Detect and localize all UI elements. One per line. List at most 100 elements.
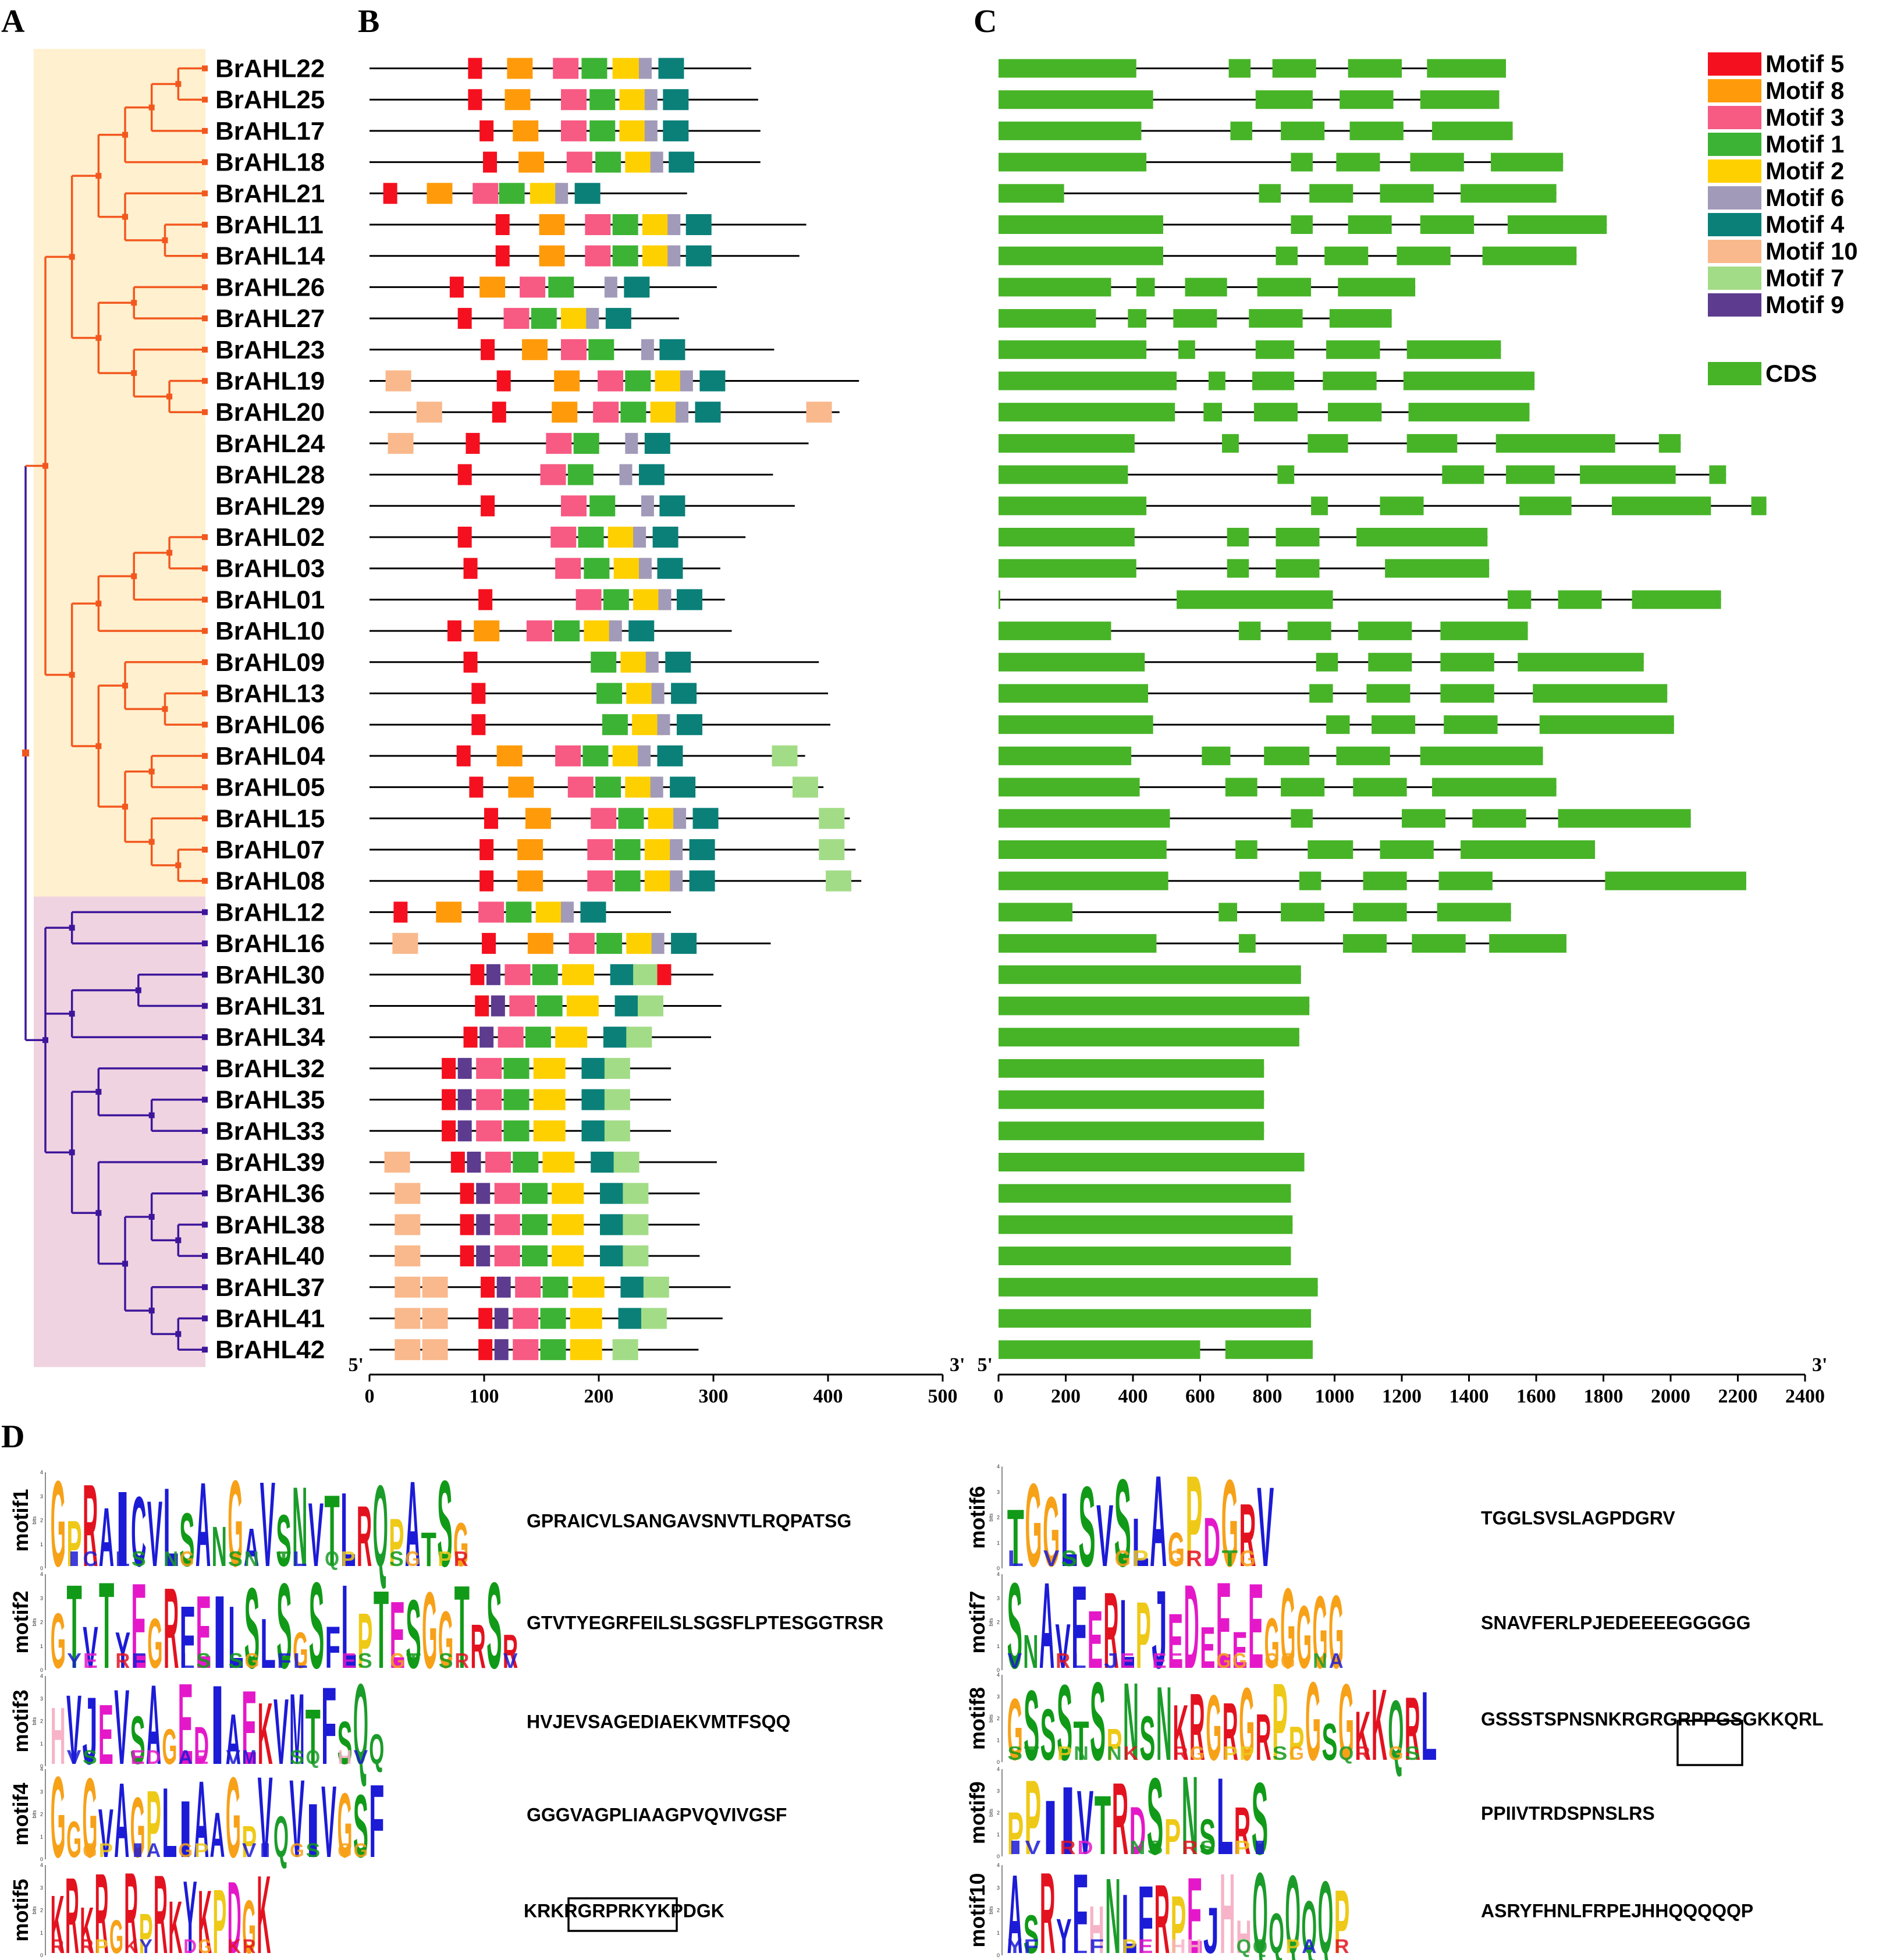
cds-block [1431,121,1513,140]
motif-box [479,1027,494,1048]
cds-block [999,1247,1291,1266]
motif-box [503,1057,530,1079]
logo-letter: P [1007,1800,1024,1867]
cds-block [1255,90,1313,109]
tree-node [122,804,128,810]
logo-letter-minor: Q [1339,1742,1354,1764]
motif-box [618,1308,644,1329]
logo-letter: L [261,1604,276,1683]
motif-box [692,808,719,829]
logo-letter: A [99,1490,114,1584]
logo-letter: H [1220,1849,1235,1960]
logo-letter: G [228,1454,243,1592]
cds-block [1238,934,1256,953]
cds-block [1316,652,1338,672]
c-tick-label: 0 [994,1386,1004,1407]
logo-tick: 3 [997,1788,1000,1794]
cds-block [1420,90,1500,109]
logo-letter: G [453,1510,468,1579]
cds-block [999,528,1135,546]
cds-block [999,59,1136,78]
motif-box [478,589,493,610]
gene-label: BrAHL13 [215,680,325,708]
motif-box [609,620,622,642]
logo-letter-minor: N [244,1547,259,1571]
motif-consensus: KRKRGRPRKYKPDGK [524,1901,724,1922]
motif-box [517,839,543,860]
logo-letter: K [80,1894,94,1960]
motif-box [595,776,621,798]
logo-letter: R [154,1852,168,1960]
logo-letter-minor: G [244,1649,259,1673]
logo-letter: G [1007,1681,1023,1779]
cds-block [1420,215,1475,234]
tree-leaf-node [202,378,208,384]
motif-box [522,1245,548,1267]
legend-label: Motif 5 [1765,50,1844,77]
logo-letter-minor: F [132,1649,146,1673]
motif-box [560,339,587,360]
logo-letter: G [1206,1675,1221,1780]
cds-block [1299,871,1321,890]
logo-letter-minor: S [228,1547,243,1571]
motif-box [492,402,506,423]
motif-box [657,745,683,766]
motif-box [555,558,581,579]
cds-block [1440,684,1494,703]
motif-box [620,1276,646,1298]
logo-letter: A [1007,1851,1023,1960]
logo-letter: G [226,1753,241,1881]
motif-box [591,651,617,673]
logo-letter: R [1239,1485,1256,1585]
tree-leaf-node [202,596,208,603]
cds-block [999,559,1136,578]
motif-box [395,1308,421,1329]
logo-letter: R [65,1856,79,1960]
logo-letter-minor: N [1107,1742,1122,1764]
logo-letter: Q [1285,1852,1301,1960]
logo-letter-minor: P [99,1840,113,1862]
logo-letter: D [1184,1560,1199,1693]
logo-tick: 0 [40,1952,43,1958]
cds-block [1348,215,1392,234]
motif-box [612,1339,638,1361]
gene-label: BrAHL29 [215,492,325,520]
logo-letter: Q [373,1461,388,1591]
motif-box [819,808,845,829]
logo-letter-minor: G [1289,1742,1304,1764]
motif-box [806,402,832,423]
logo-letter-minor: L [115,1547,130,1571]
motif-box [485,1152,511,1173]
motif-box [533,1120,566,1142]
motif-box [442,1089,456,1110]
cds-block [1438,871,1493,890]
cds-block [1406,434,1458,453]
logo-letter-minor: R [1334,1936,1349,1958]
motif-box [450,1152,465,1173]
logo-tick: 4 [997,1571,1000,1577]
motif-box [573,432,599,454]
c-tick-label: 1200 [1382,1386,1422,1407]
b-tick-label: 200 [584,1386,614,1407]
motif-box [546,432,572,454]
motif-box [658,589,672,610]
logo-letter-minor: R [80,1936,94,1958]
cds-block [999,622,1111,641]
motif-box [540,1339,566,1361]
logo-letter-minor: E [1168,1649,1183,1673]
tree-leaf-node [202,1347,208,1353]
logo-letter: Y [1056,1908,1072,1960]
motif-box [506,901,532,923]
logo-letter: I [209,1662,225,1788]
logo-letter: T [454,1561,470,1693]
tree-node [122,1260,128,1267]
motif-box [540,464,566,485]
tree-node [122,683,128,689]
motif-box [560,495,587,517]
logo-letter: G [1328,1574,1344,1690]
cds-block [999,1059,1264,1078]
